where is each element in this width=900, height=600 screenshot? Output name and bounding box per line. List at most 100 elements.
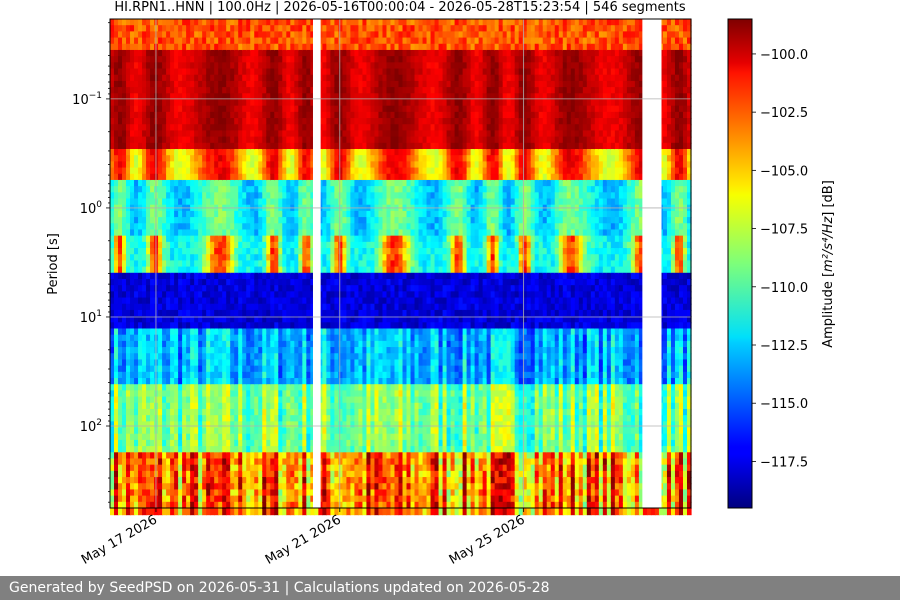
heatmap-cell [278, 446, 283, 454]
heatmap-cell [342, 254, 348, 262]
heatmap-cell [330, 19, 335, 27]
heatmap-cell [130, 285, 135, 293]
heatmap-cell [150, 130, 155, 138]
heatmap-cell [202, 334, 207, 342]
heatmap-cell [174, 229, 179, 237]
heatmap-cell [226, 186, 231, 194]
heatmap-cell [222, 148, 227, 157]
heatmap-cell [130, 223, 135, 231]
heatmap-cell [326, 495, 331, 503]
heatmap-cell [234, 248, 239, 256]
heatmap-cell [346, 136, 352, 144]
heatmap-cell [182, 167, 187, 175]
heatmap-cell [342, 446, 348, 454]
heatmap-cell [318, 266, 323, 274]
heatmap-cell [254, 217, 259, 225]
heatmap-cell [286, 68, 291, 76]
heatmap-cell [274, 49, 279, 58]
heatmap-cell [298, 272, 303, 280]
heatmap-cell [286, 316, 291, 324]
heatmap-cell [210, 446, 215, 454]
heatmap-cell [230, 359, 235, 367]
heatmap-cell [214, 248, 219, 256]
heatmap-cell [238, 161, 243, 169]
heatmap-cell [338, 272, 343, 280]
heatmap-cell [202, 161, 207, 169]
heatmap-cell [338, 19, 343, 27]
heatmap-cell [214, 489, 219, 497]
heatmap-cell [238, 316, 243, 324]
heatmap-cell [134, 142, 139, 150]
heatmap-cell [282, 105, 287, 113]
heatmap-cell [114, 87, 119, 95]
heatmap-cell [234, 161, 239, 169]
heatmap-cell [226, 105, 231, 113]
heatmap-cell [294, 210, 299, 219]
heatmap-cell [238, 489, 243, 497]
heatmap-cell [226, 316, 231, 324]
heatmap-cell [182, 229, 187, 237]
heatmap-cell [170, 198, 175, 206]
heatmap-cell [186, 266, 191, 274]
heatmap-cell [290, 260, 295, 268]
heatmap-cell [282, 508, 287, 516]
heatmap-cell [274, 427, 279, 435]
heatmap-cell [350, 130, 356, 138]
heatmap-cell [242, 427, 247, 435]
heatmap-cell [306, 291, 311, 299]
heatmap-cell [126, 93, 131, 101]
heatmap-cell [326, 322, 331, 330]
heatmap-cell [182, 402, 187, 410]
heatmap-cell [302, 148, 307, 157]
heatmap-cell [230, 402, 235, 410]
heatmap-cell [274, 56, 279, 64]
heatmap-cell [250, 390, 255, 398]
heatmap-cell [110, 124, 115, 132]
heatmap-cell [282, 235, 287, 243]
heatmap-cell [198, 105, 203, 113]
heatmap-cell [162, 477, 167, 485]
heatmap-cell [190, 347, 195, 355]
heatmap-cell [174, 378, 179, 386]
heatmap-cell [274, 359, 279, 367]
heatmap-cell [178, 353, 183, 361]
heatmap-cell [122, 62, 127, 70]
heatmap-cell [210, 93, 215, 101]
heatmap-cell [182, 179, 187, 188]
heatmap-cell [226, 142, 231, 150]
heatmap-cell [322, 353, 327, 361]
heatmap-cell [110, 272, 115, 280]
heatmap-cell [142, 378, 147, 386]
heatmap-cell [346, 130, 352, 138]
heatmap-cell [170, 501, 175, 509]
heatmap-cell [186, 316, 191, 324]
heatmap-cell [118, 210, 123, 219]
heatmap-cell [118, 142, 123, 150]
heatmap-cell [270, 446, 275, 454]
heatmap-cell [330, 508, 335, 516]
heatmap-cell [346, 396, 352, 404]
heatmap-cell [290, 229, 295, 237]
heatmap-cell [242, 266, 247, 274]
heatmap-cell [250, 56, 255, 64]
heatmap-cell [158, 365, 163, 373]
heatmap-cell [230, 210, 235, 219]
heatmap-cell [178, 427, 183, 435]
heatmap-cell [286, 285, 291, 293]
heatmap-cell [278, 19, 283, 27]
heatmap-cell [130, 446, 135, 454]
heatmap-cell [218, 260, 223, 268]
heatmap-cell [190, 80, 195, 89]
heatmap-cell [330, 62, 335, 70]
heatmap-cell [134, 309, 139, 318]
heatmap-cell [346, 495, 352, 503]
heatmap-cell [238, 260, 243, 268]
heatmap-cell [250, 217, 255, 225]
heatmap-cell [174, 260, 179, 268]
heatmap-cell [246, 155, 251, 163]
heatmap-cell [218, 210, 223, 219]
heatmap-cell [202, 93, 207, 101]
heatmap-cell [342, 334, 348, 342]
heatmap-cell [110, 378, 115, 386]
heatmap-cell [310, 186, 315, 194]
